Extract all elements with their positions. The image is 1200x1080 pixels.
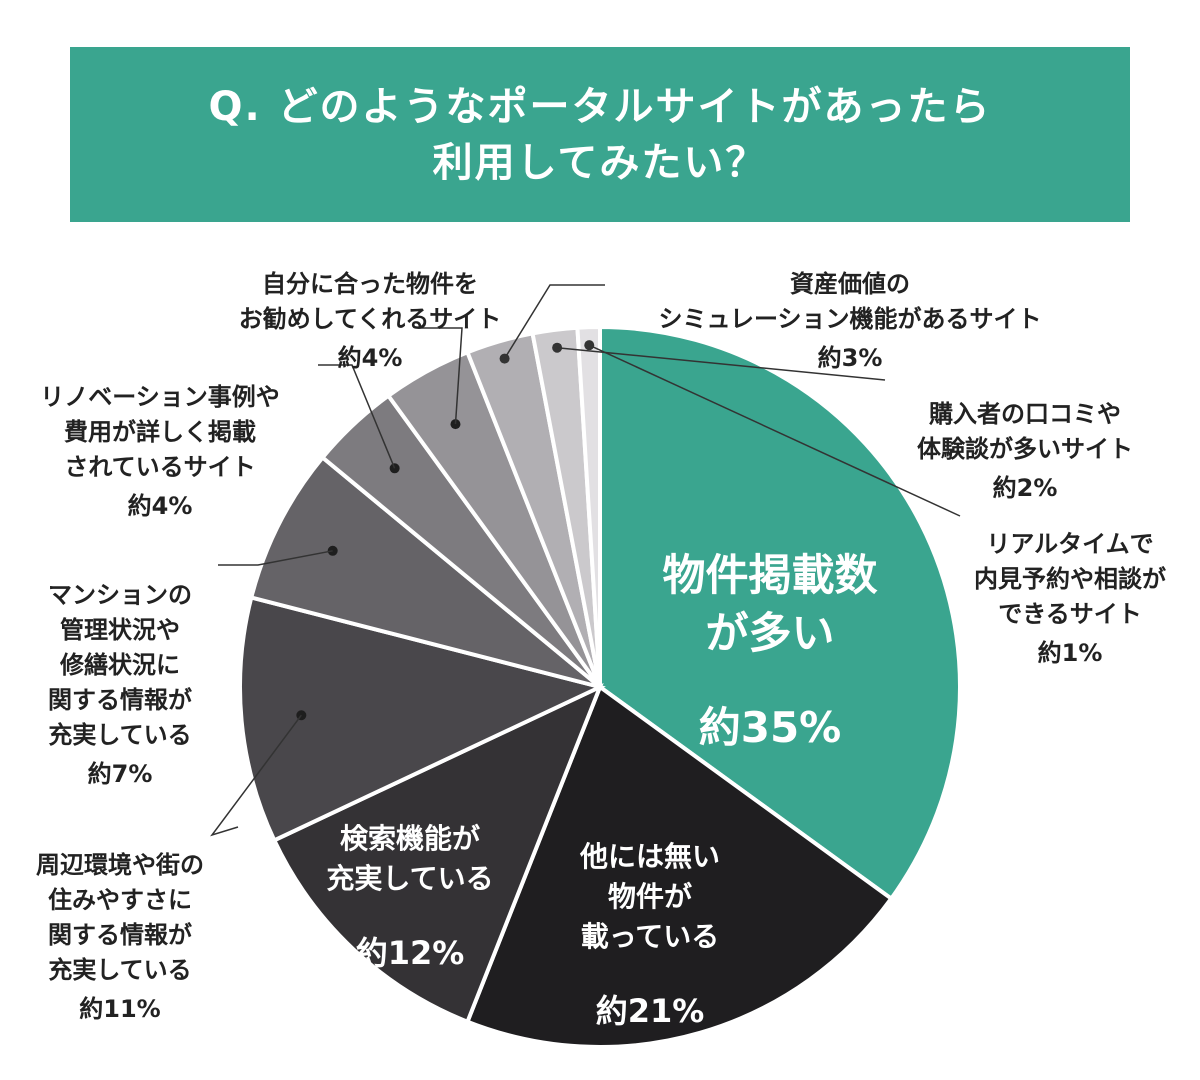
slice-label-9: リアルタイムで 内見予約や相談が できるサイト 約1% [974, 530, 1166, 667]
slice-label-4: マンションの 管理状況や 修繕状況に 関する情報が 充実している 約7% [48, 581, 192, 788]
slice-label-3: 周辺環境や街の 住みやすさに 関する情報が 充実している 約11% [36, 851, 204, 1023]
slice-label-8: 購入者の口コミや 体験談が多いサイト 約2% [917, 400, 1133, 502]
leader-line-7 [503, 284, 605, 359]
leader-line-4 [218, 550, 333, 566]
chart-title: Q. どのようなポータルサイトがあったら 利用してみたい？ [208, 83, 992, 186]
leader-line-3 [210, 714, 302, 837]
slice-label-1: 他には無い 物件が 載っている 約21% [579, 840, 720, 1030]
leader-line-9 [588, 344, 961, 517]
leader-line-5 [318, 364, 396, 469]
pie-slice-3 [238, 595, 606, 843]
pie-slice-4 [248, 454, 602, 689]
title-banner: Q. どのようなポータルサイトがあったら 利用してみたい？ [70, 47, 1130, 222]
pie-slice-0 [598, 324, 962, 902]
leader-line-8 [557, 346, 886, 381]
slice-label-5: リノベーション事例や 費用が詳しく掲載 されているサイト 約4% [40, 383, 280, 520]
slice-label-0: 物件掲載数 が多い 約35% [662, 551, 878, 752]
leader-line-6 [418, 327, 463, 425]
pie-slice-1 [464, 683, 895, 1049]
slice-label-7: 資産価値の シミュレーション機能があるサイト 約3% [658, 270, 1042, 372]
slice-label-2: 検索機能が 充実している 約12% [326, 822, 494, 972]
pie-slice-9 [575, 324, 602, 688]
slice-label-6: 自分に合った物件を お勧めしてくれるサイト 約4% [238, 270, 502, 372]
pie-slice-2 [271, 683, 604, 1025]
